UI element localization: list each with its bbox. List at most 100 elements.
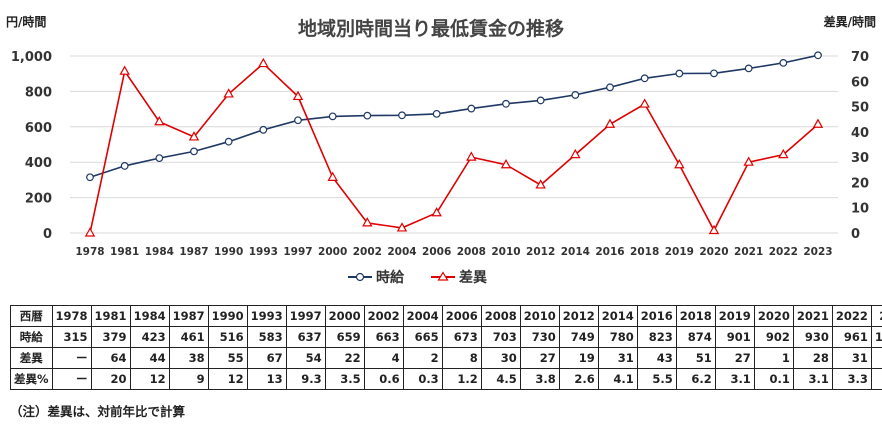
- table-header-row: 西暦 1978 1981 1984 1987 1990 1993 1997 2000 2002 20…: [10, 305, 882, 327]
- table-row: 差異ー6444385567542242830271931435127128314…: [10, 347, 882, 369]
- x-axis-tick-label: 2000: [318, 246, 347, 258]
- data-point-sai: [327, 171, 338, 181]
- table-cell: 461: [168, 326, 209, 348]
- data-point-jikyu: [710, 69, 718, 78]
- table-cell: 12: [129, 368, 170, 390]
- table-cell: 9.3: [285, 368, 326, 390]
- table-cell: 64: [90, 347, 131, 369]
- data-point-sai: [188, 131, 200, 141]
- table-cell: 3.3: [831, 368, 872, 390]
- data-point-sai: [812, 118, 824, 128]
- table-cell-year: 1981: [90, 305, 131, 327]
- data-point-sai: [396, 222, 408, 232]
- table-cell: 22: [324, 347, 365, 369]
- table-cell: 4.1: [597, 368, 638, 390]
- table-cell: 27: [714, 347, 755, 369]
- table-cell: 659: [324, 326, 365, 348]
- x-axis-tick-label: 1990: [214, 246, 243, 258]
- right-axis-tick-label: 10: [851, 202, 869, 217]
- table-cell-year: 1993: [246, 305, 287, 327]
- table-cell: 901: [714, 326, 755, 348]
- table-cell: 663: [363, 326, 404, 348]
- x-axis-tick-label: 2004: [387, 246, 416, 258]
- table-cell: 1.2: [441, 368, 482, 390]
- left-axis-tick-label: 600: [25, 121, 52, 136]
- table-cell: 673: [441, 326, 482, 348]
- table-cell: 0.6: [363, 368, 404, 390]
- legend-marker-jikyu: [355, 272, 365, 282]
- right-axis-tick-label: 30: [851, 151, 869, 166]
- table-cell: 3.5: [324, 368, 365, 390]
- data-point-sai: [674, 159, 685, 169]
- table-cell: 51: [675, 347, 716, 369]
- table-cell: 930: [792, 326, 833, 348]
- table-row-header: 差異%: [10, 368, 53, 390]
- table-cell: 9: [168, 368, 209, 390]
- data-table: 西暦 1978 1981 1984 1987 1990 1993 1997 2000 2002 20…: [10, 305, 882, 390]
- data-point-sai: [292, 90, 304, 101]
- table-cell-year: 1984: [129, 305, 170, 327]
- x-axis-tick-label: 2023: [803, 246, 832, 258]
- data-point-jikyu: [744, 64, 753, 73]
- table-cell: 516: [207, 326, 248, 348]
- table-cell: 315: [51, 326, 92, 348]
- table-cell-year: 2023: [870, 305, 882, 327]
- table-cell: ー: [51, 347, 92, 369]
- table-cell-year: 2016: [636, 305, 677, 327]
- data-point-sai: [639, 98, 650, 108]
- table-cell-year: 2002: [363, 305, 404, 327]
- legend-label-jikyu: 時給: [376, 269, 405, 286]
- table-cell: 6.2: [675, 368, 716, 390]
- data-point-jikyu: [363, 111, 372, 120]
- table-cell: 703: [480, 326, 521, 348]
- x-axis-tick-label: 2018: [630, 246, 659, 258]
- legend: 時給 差異: [348, 269, 487, 286]
- table-cell: 730: [519, 326, 560, 348]
- table-cell-year: 1990: [207, 305, 248, 327]
- data-point-jikyu: [467, 104, 476, 113]
- table-cell: 44: [129, 347, 170, 369]
- data-point-jikyu: [259, 125, 268, 134]
- legend-marker-sai: [437, 271, 449, 281]
- left-axis-tick-label: 1,000: [11, 50, 52, 65]
- table-cell: 5.5: [636, 368, 677, 390]
- table-cell: 379: [90, 326, 131, 348]
- table-cell-year: 2000: [324, 305, 365, 327]
- right-axis-tick-label: 60: [851, 75, 869, 90]
- table-cell: 961: [831, 326, 872, 348]
- x-axis-tick-label: 2010: [491, 246, 520, 258]
- x-axis-tick-label: 2006: [422, 246, 451, 258]
- table-cell-year: 2022: [831, 305, 872, 327]
- data-point-jikyu: [155, 154, 164, 163]
- table-cell-year: 1978: [51, 305, 92, 327]
- data-point-jikyu: [814, 51, 822, 60]
- right-axis-ticks: 0 10 20 30 40 50 60 70: [851, 50, 869, 242]
- data-point-sai: [778, 148, 789, 159]
- left-axis-tick-label: 0: [43, 227, 52, 242]
- table-cell: 902: [753, 326, 794, 348]
- x-axis-ticks: 1978 1981 1984 1987 1990 1993 1997 2000 2002 2004…: [75, 246, 832, 258]
- data-point-jikyu: [120, 162, 129, 170]
- table-cell: 31: [597, 347, 638, 369]
- table-cell-year: 2018: [675, 305, 716, 327]
- left-axis-tick-label: 400: [25, 156, 52, 171]
- table-cell: 2: [402, 347, 443, 369]
- table-cell: 3.8: [519, 368, 560, 390]
- x-axis-tick-label: 1987: [179, 246, 208, 258]
- table-row-header: 西暦: [10, 305, 53, 327]
- table-cell: 8: [441, 347, 482, 369]
- x-axis-tick-label: 1981: [110, 246, 139, 258]
- right-axis-tick-label: 70: [851, 50, 869, 65]
- data-point-sai: [466, 151, 477, 161]
- table-cell: 583: [246, 326, 287, 348]
- table-cell: 30: [480, 347, 521, 369]
- data-point-jikyu: [328, 112, 337, 121]
- x-axis-tick-label: 2002: [353, 246, 382, 258]
- table-cell: 4: [363, 347, 404, 369]
- table-row: 差異% ー 20 12 9 12 13 9.3 3.5 0.6 0.3 1.2 4.5 3.8 2.6 4.1…: [10, 368, 882, 390]
- footnote: （注）差異は、対前年比で計算: [10, 404, 186, 419]
- data-point-sai: [535, 179, 546, 189]
- data-point-jikyu: [640, 74, 649, 83]
- table-cell: 823: [636, 326, 677, 348]
- right-axis-unit: 差異/時間: [823, 14, 876, 29]
